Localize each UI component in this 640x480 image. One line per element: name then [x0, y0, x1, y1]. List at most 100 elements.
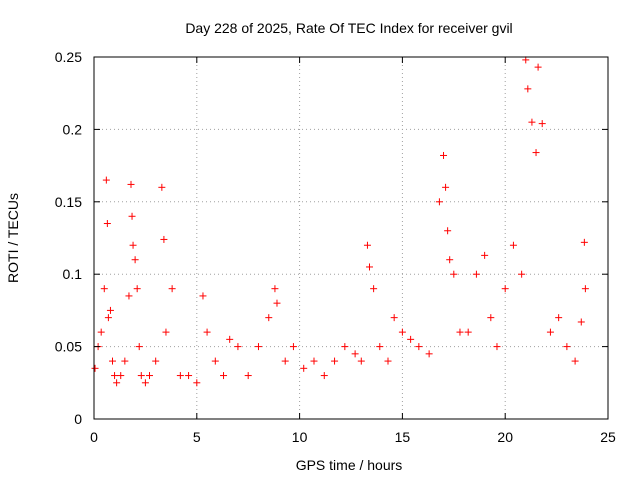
- data-point: [203, 328, 211, 336]
- data-point: [357, 357, 365, 365]
- data-point: [509, 241, 517, 249]
- chart-title: Day 228 of 2025, Rate Of TEC Index for r…: [185, 20, 512, 36]
- data-point: [546, 328, 554, 336]
- data-point: [538, 120, 546, 128]
- data-point: [137, 372, 145, 380]
- data-point: [534, 63, 542, 71]
- data-point: [211, 357, 219, 365]
- data-point: [220, 372, 228, 380]
- x-tick-label: 25: [600, 429, 616, 445]
- data-point: [376, 343, 384, 351]
- data-point: [226, 335, 234, 343]
- data-point: [320, 372, 328, 380]
- data-point: [331, 357, 339, 365]
- data-point: [102, 176, 110, 184]
- y-tick-label: 0: [74, 411, 82, 427]
- data-point: [384, 357, 392, 365]
- data-point: [398, 328, 406, 336]
- data-point: [487, 314, 495, 322]
- x-tick-label: 20: [497, 429, 513, 445]
- data-point: [577, 318, 585, 326]
- data-point: [158, 183, 166, 191]
- data-point: [442, 183, 450, 191]
- data-point: [199, 292, 207, 300]
- data-point: [113, 379, 121, 387]
- data-point: [363, 241, 371, 249]
- data-point: [390, 314, 398, 322]
- data-point: [185, 372, 193, 380]
- data-point: [141, 379, 149, 387]
- data-point: [131, 256, 139, 264]
- data-point: [91, 364, 99, 372]
- x-tick-label: 10: [292, 429, 308, 445]
- data-point: [415, 343, 423, 351]
- data-point: [265, 314, 273, 322]
- data-point: [281, 357, 289, 365]
- x-tick-label: 15: [395, 429, 411, 445]
- y-axis-ticks: 0 0.05 0.1 0.15 0.2 0.25: [55, 49, 608, 427]
- data-point: [310, 357, 318, 365]
- data-point: [581, 285, 589, 293]
- data-point: [127, 180, 135, 188]
- data-point: [435, 198, 443, 206]
- y-tick-label: 0.15: [55, 194, 82, 210]
- y-tick-label: 0.25: [55, 49, 82, 65]
- data-point: [555, 314, 563, 322]
- data-point: [444, 227, 452, 235]
- data-point: [121, 357, 129, 365]
- data-point: [100, 285, 108, 293]
- data-point: [162, 328, 170, 336]
- data-point: [97, 328, 105, 336]
- data-point: [528, 118, 536, 126]
- data-point: [450, 270, 458, 278]
- data-point: [234, 343, 242, 351]
- data-point: [146, 372, 154, 380]
- grid-lines: [94, 57, 608, 419]
- data-point: [446, 256, 454, 264]
- data-point: [193, 379, 201, 387]
- data-point: [135, 343, 143, 351]
- data-point: [563, 343, 571, 351]
- data-point: [425, 350, 433, 358]
- data-point: [440, 151, 448, 159]
- data-point: [300, 364, 308, 372]
- data-point: [160, 235, 168, 243]
- plot-frame: [93, 56, 609, 420]
- data-point: [472, 270, 480, 278]
- data-point: [106, 306, 114, 314]
- data-point: [125, 292, 133, 300]
- data-point: [168, 285, 176, 293]
- data-point: [524, 85, 532, 93]
- data-point: [571, 357, 579, 365]
- data-point: [481, 251, 489, 259]
- data-point: [366, 263, 374, 271]
- x-tick-label: 5: [193, 429, 201, 445]
- data-point: [351, 350, 359, 358]
- data-point: [117, 372, 125, 380]
- data-point: [104, 314, 112, 322]
- data-point: [273, 299, 281, 307]
- data-point: [128, 212, 136, 220]
- data-point: [109, 357, 117, 365]
- data-point: [501, 285, 509, 293]
- data-point: [407, 335, 415, 343]
- data-point: [370, 285, 378, 293]
- data-point: [580, 238, 588, 246]
- data-point: [271, 285, 279, 293]
- data-point: [129, 241, 137, 249]
- data-point: [532, 149, 540, 157]
- data-point: [244, 372, 252, 380]
- x-tick-label: 0: [90, 429, 98, 445]
- data-point: [518, 270, 526, 278]
- data-point: [522, 56, 530, 64]
- data-point: [464, 328, 472, 336]
- data-point: [456, 328, 464, 336]
- y-tick-label: 0.2: [63, 121, 83, 137]
- data-points: [91, 56, 589, 387]
- data-point: [289, 343, 297, 351]
- x-axis-ticks: 0 5 10 15 20 25: [90, 57, 616, 445]
- x-axis-label: GPS time / hours: [296, 457, 403, 473]
- y-axis-label: ROTI / TECUs: [5, 193, 21, 283]
- y-tick-label: 0.05: [55, 339, 82, 355]
